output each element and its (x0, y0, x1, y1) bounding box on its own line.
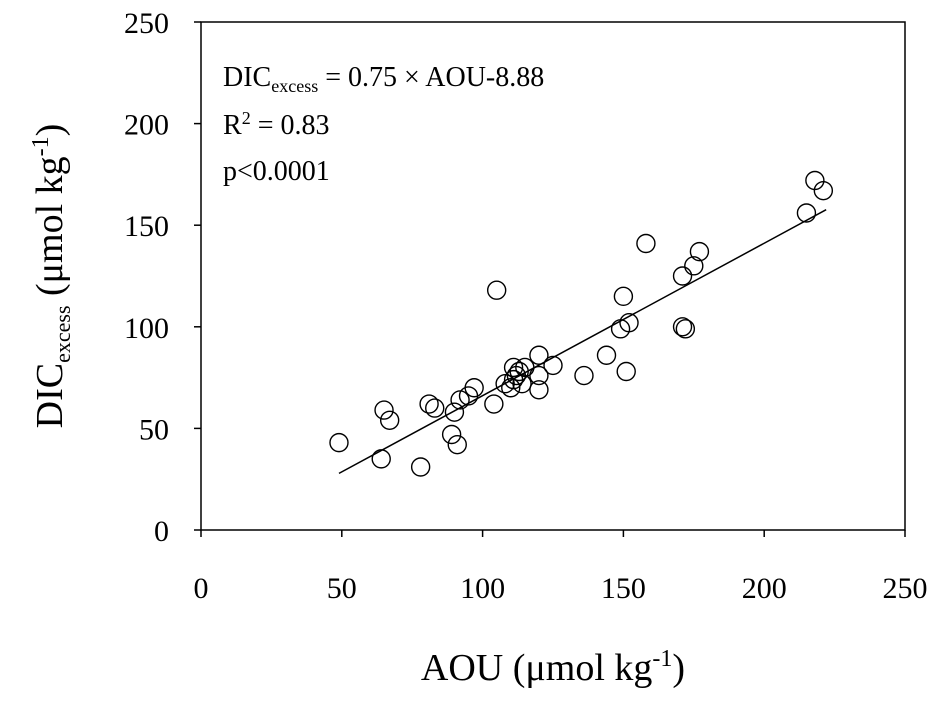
data-point (329, 432, 349, 453)
x-tick-label: 150 (601, 572, 646, 605)
x-tick-label: 250 (883, 572, 928, 605)
data-point (379, 410, 400, 430)
data-point (636, 233, 656, 254)
data-point (529, 345, 549, 365)
x-tick-label: 0 (194, 572, 209, 605)
data-point (672, 266, 693, 286)
data-point (672, 317, 693, 337)
x-axis-ticks: 0 50 100 150 200 250 (194, 530, 928, 605)
y-tick-label: 100 (124, 312, 169, 345)
data-point (371, 449, 391, 469)
data-point (613, 286, 634, 307)
data-point (529, 380, 549, 400)
equation-annotation: DICexcess = 0.75 × AOU-8.88 (223, 62, 544, 96)
y-tick-label: 150 (124, 210, 169, 243)
y-tick-label: 50 (139, 413, 169, 446)
data-point (529, 365, 549, 386)
data-point (543, 355, 563, 376)
plot-frame (200, 21, 906, 531)
y-axis-title: DICexcess (μmol kg-1) (28, 124, 75, 429)
data-point (813, 180, 834, 201)
x-axis-title: AOU (μmol kg-1) (421, 646, 685, 689)
data-point (796, 203, 817, 223)
x-tick-label: 200 (742, 572, 787, 605)
data-point (444, 402, 465, 422)
data-points (329, 170, 834, 477)
y-axis-ticks: 0 50 100 150 200 250 (124, 7, 201, 548)
data-point (689, 241, 710, 262)
data-point (425, 398, 445, 418)
data-point (464, 378, 484, 398)
data-point (675, 319, 696, 339)
data-point (501, 378, 521, 398)
data-point (616, 361, 636, 382)
regression-line (338, 209, 827, 475)
data-point (503, 357, 524, 378)
y-tick-label: 200 (124, 109, 169, 142)
data-point (509, 361, 529, 382)
x-tick-label: 100 (460, 572, 505, 605)
data-point (512, 373, 532, 394)
data-point (447, 434, 467, 455)
data-point (596, 345, 617, 365)
data-point (450, 390, 470, 410)
data-point (486, 280, 507, 300)
data-point (419, 394, 439, 414)
data-point (410, 457, 431, 477)
data-point (684, 256, 704, 276)
p-value-annotation: p<0.0001 (223, 156, 330, 187)
y-tick-label: 0 (154, 515, 169, 548)
y-tick-label: 250 (124, 7, 169, 40)
data-point (441, 424, 462, 445)
r-squared-annotation: R2 = 0.83 (223, 108, 329, 141)
data-point (374, 400, 394, 420)
data-point (574, 365, 594, 386)
data-point (619, 313, 639, 333)
x-tick-label: 50 (327, 572, 357, 605)
data-point (484, 394, 504, 414)
